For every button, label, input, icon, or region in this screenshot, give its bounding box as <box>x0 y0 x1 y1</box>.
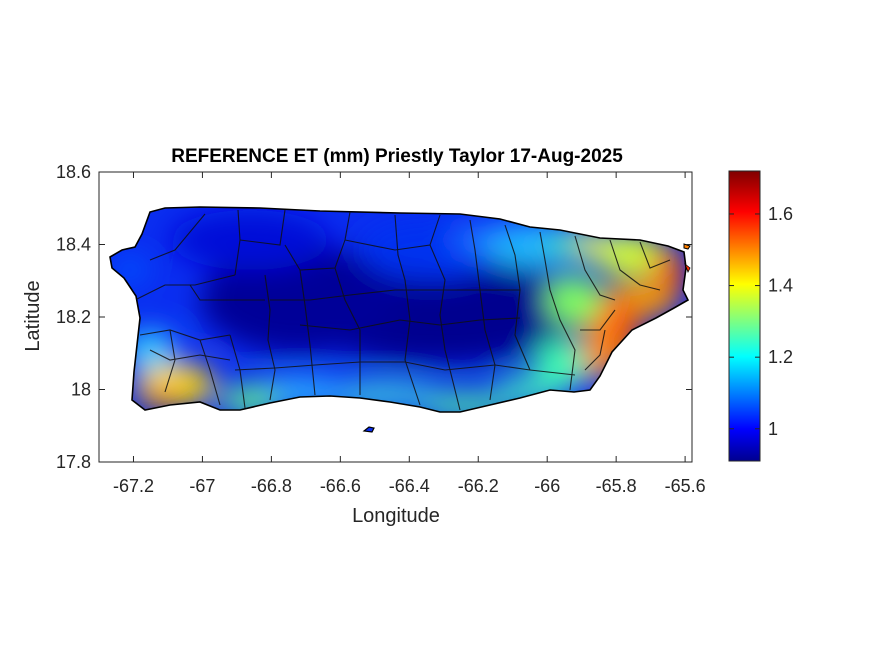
small-island-piñero <box>684 262 691 273</box>
y-tick-label: 17.8 <box>56 452 91 472</box>
colorbar-gradient <box>728 170 761 462</box>
x-tick-label: -65.8 <box>596 476 637 496</box>
y-tick-label: 18.4 <box>56 235 91 255</box>
small-island-culebrita <box>683 243 691 250</box>
colorbar-tick-label: 1.2 <box>768 347 793 367</box>
x-axis: -67.2 -67 -66.8 -66.6 -66.4 -66.2 -66 -65.8 -65.… <box>113 172 706 496</box>
municipality-boundaries <box>134 209 671 411</box>
y-axis-label: Latitude <box>22 280 44 351</box>
x-tick-label: -66 <box>534 476 560 496</box>
x-tick-label: -66.2 <box>458 476 499 496</box>
small-island-caja-de-muertos <box>362 426 375 433</box>
x-axis-label: Longitude <box>352 505 440 527</box>
chart-title: REFERENCE ET (mm) Priestly Taylor 17-Aug… <box>171 146 623 167</box>
y-axis: 17.8 18 18.2 18.4 18.6 <box>56 162 692 472</box>
x-tick-label: -66.6 <box>320 476 361 496</box>
colorbar-tick-label: 1.4 <box>768 276 793 296</box>
colorbar-tick-label: 1.6 <box>768 204 793 224</box>
y-tick-label: 18 <box>71 380 91 400</box>
x-tick-label: -67 <box>189 476 215 496</box>
colorbar: 1 1.2 1.4 1.6 <box>728 170 793 462</box>
x-tick-label: -66.4 <box>389 476 430 496</box>
y-tick-label: 18.6 <box>56 162 91 182</box>
map-axes <box>98 171 693 463</box>
et-field <box>110 207 688 412</box>
y-tick-label: 18.2 <box>56 307 91 327</box>
colorbar-tick-label: 1 <box>768 419 778 439</box>
x-tick-label: -67.2 <box>113 476 154 496</box>
x-tick-label: -65.6 <box>665 476 706 496</box>
x-tick-label: -66.8 <box>251 476 292 496</box>
colorbar-ticks: 1 1.2 1.4 1.6 <box>729 204 793 439</box>
